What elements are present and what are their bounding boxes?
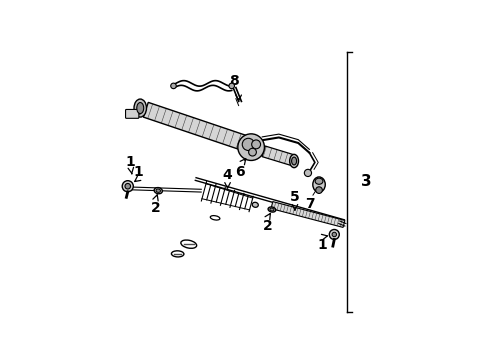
FancyBboxPatch shape [239, 143, 256, 151]
Ellipse shape [252, 202, 258, 207]
Text: 1: 1 [133, 165, 143, 179]
Text: 7: 7 [305, 197, 315, 211]
Ellipse shape [313, 177, 325, 192]
Text: 4: 4 [222, 168, 232, 182]
Text: 3: 3 [361, 174, 371, 189]
Circle shape [238, 134, 265, 161]
Polygon shape [262, 146, 294, 166]
Text: 8: 8 [229, 73, 239, 87]
Circle shape [252, 140, 261, 149]
Ellipse shape [137, 103, 144, 114]
Text: 1: 1 [125, 155, 135, 169]
Circle shape [329, 229, 339, 239]
Ellipse shape [270, 208, 274, 211]
Circle shape [332, 232, 337, 237]
Text: 2: 2 [263, 219, 272, 233]
Circle shape [171, 83, 176, 89]
Polygon shape [143, 102, 259, 154]
Text: 6: 6 [235, 165, 245, 179]
Ellipse shape [134, 99, 147, 117]
Ellipse shape [268, 207, 276, 212]
FancyBboxPatch shape [125, 109, 139, 118]
Circle shape [304, 169, 312, 176]
Ellipse shape [290, 154, 298, 168]
Circle shape [316, 187, 322, 193]
Text: 1: 1 [318, 238, 327, 252]
Circle shape [125, 184, 130, 189]
Ellipse shape [154, 188, 162, 194]
Polygon shape [271, 202, 345, 228]
Circle shape [122, 181, 133, 192]
Circle shape [248, 148, 256, 156]
Circle shape [229, 83, 235, 89]
Circle shape [242, 138, 254, 150]
Ellipse shape [156, 189, 160, 192]
Text: 5: 5 [290, 190, 300, 204]
Text: 2: 2 [150, 201, 160, 215]
Ellipse shape [315, 178, 323, 184]
Ellipse shape [292, 157, 296, 165]
